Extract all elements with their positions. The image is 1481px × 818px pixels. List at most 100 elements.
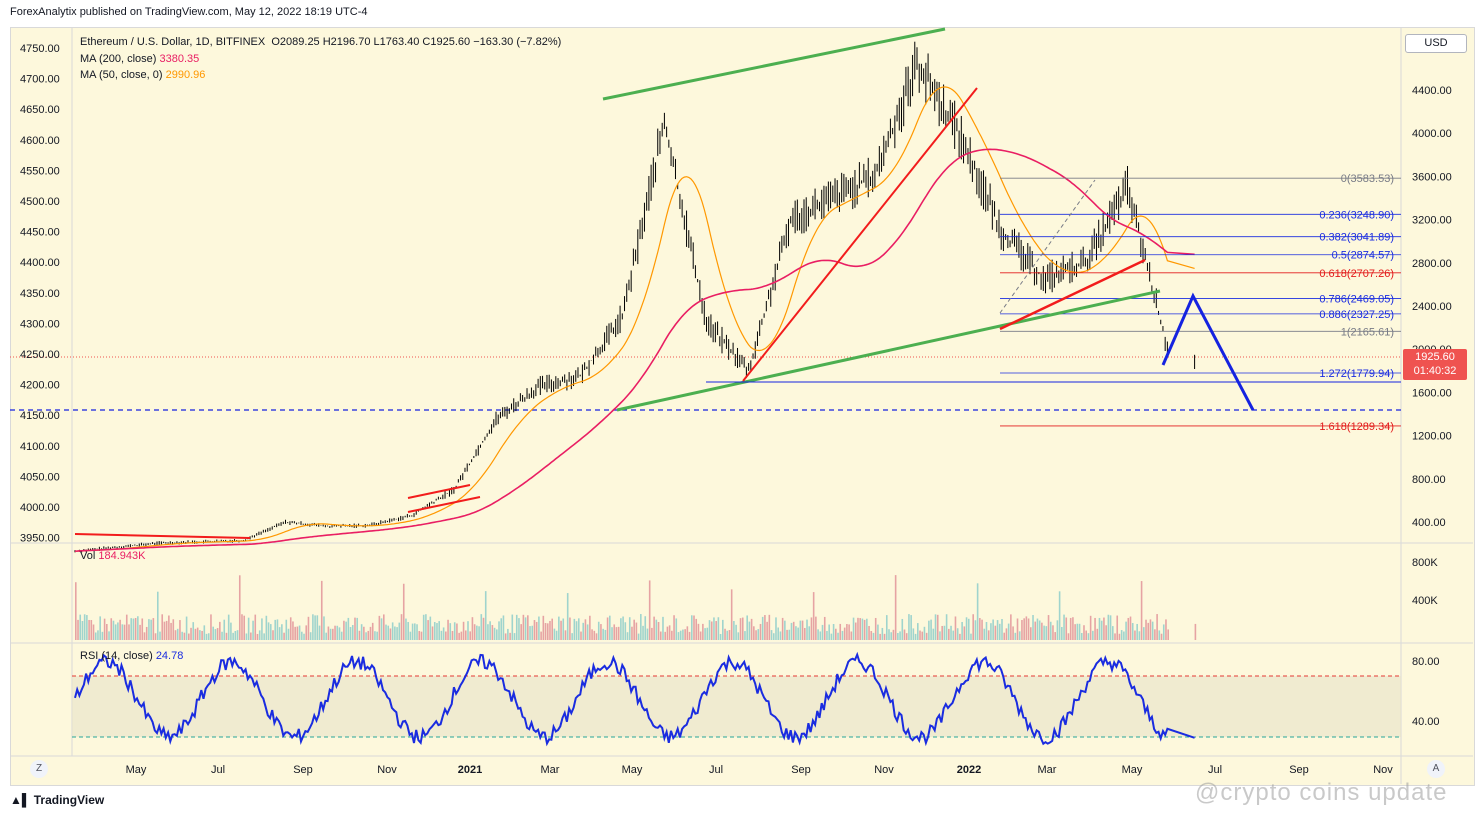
volume-bar [90, 620, 93, 640]
volume-bar [569, 617, 571, 640]
volume-bar [1010, 614, 1012, 640]
auto-scale-button[interactable]: A [1427, 760, 1445, 778]
volume-bar [223, 619, 226, 640]
volume-bar [258, 630, 261, 640]
volume-bar [715, 621, 717, 640]
volume-bar [301, 631, 303, 640]
volume-bar [358, 630, 361, 640]
fib-level-label: 0.5(2874.57) [1332, 250, 1394, 262]
right-axis-tick: 400.00 [1412, 517, 1446, 529]
volume-bar [216, 628, 219, 640]
volume-bar [998, 623, 1001, 640]
volume-bar [110, 618, 113, 640]
fib-diagonal [999, 179, 1096, 314]
volume-bar [296, 626, 299, 640]
volume-bar [1123, 631, 1125, 640]
volume-bar [675, 618, 678, 640]
volume-bar [267, 622, 270, 640]
volume-bar [861, 618, 864, 640]
volume-bar [757, 629, 760, 640]
volume-bar [890, 632, 893, 640]
volume-bar [972, 614, 974, 640]
volume-bar [1030, 627, 1032, 640]
volume-bar [1092, 630, 1094, 640]
volume-bar [1138, 631, 1141, 640]
volume-bar [192, 622, 195, 640]
volume-bar [179, 620, 181, 640]
volume-bar [289, 617, 292, 640]
volume-bar [1072, 617, 1074, 640]
volume-bar [679, 630, 682, 640]
volume-bar [188, 633, 190, 640]
volume-bar [1074, 624, 1076, 640]
volume-bar [97, 630, 99, 640]
volume-bar [646, 628, 649, 640]
volume-bar [631, 626, 633, 640]
volume-bar [779, 631, 782, 640]
volume-bar [161, 614, 164, 640]
volume-bar [985, 621, 988, 640]
volume-bar [385, 624, 387, 640]
volume-bar [272, 630, 274, 640]
volume-bar [520, 624, 522, 640]
volume-bar [1047, 615, 1050, 640]
zoom-button[interactable]: Z [30, 760, 48, 778]
volume-bar [152, 618, 155, 640]
volume-bar [1147, 622, 1150, 640]
volume-bar [854, 622, 857, 640]
volume-bar [456, 623, 458, 640]
volume-bar [591, 629, 593, 640]
volume-bar [487, 624, 489, 640]
volume-bar [327, 626, 330, 640]
volume-bar [901, 618, 904, 640]
volume-bar [992, 619, 994, 640]
volume-bar [1156, 614, 1158, 640]
volume-bar [835, 628, 837, 640]
volume-bar [196, 627, 199, 640]
volume-bar [934, 614, 937, 640]
volume-bar [400, 614, 403, 640]
volume-bar [380, 618, 383, 640]
volume-bar [201, 630, 203, 640]
volume-bar [1131, 623, 1134, 640]
volume-bar [210, 614, 212, 640]
volume-bar [609, 615, 611, 640]
volume-bar [739, 618, 742, 640]
volume-bar [527, 615, 529, 640]
volume-bar [706, 627, 709, 640]
volume-bar [750, 618, 753, 640]
volume-bar [411, 623, 414, 640]
volume-bar [983, 628, 986, 640]
volume-bar [644, 616, 647, 640]
volume-bar [566, 593, 569, 640]
volume-bar [981, 619, 983, 640]
volume-bar [659, 631, 662, 640]
fib-level-label: 0.382(3041.89) [1319, 232, 1394, 244]
volume-bar [101, 631, 104, 640]
volume-bar [117, 622, 119, 640]
volume-bar [473, 624, 476, 640]
volume-bar [336, 625, 339, 640]
volume-bar [427, 620, 429, 640]
volume-bar [682, 629, 684, 640]
volume-bar [586, 624, 589, 640]
volume-bar [954, 616, 957, 640]
volume-bar [624, 622, 627, 640]
volume-bar [1145, 619, 1147, 640]
volume-bar [883, 633, 886, 640]
volume-bar [77, 619, 79, 640]
red-flag-bottom [407, 496, 481, 513]
volume-bar [974, 620, 977, 640]
volume-bar [369, 626, 372, 640]
volume-bar [1116, 615, 1119, 640]
volume-bar [735, 624, 737, 640]
volume-bar [250, 632, 252, 640]
volume-bar [549, 620, 551, 640]
volume-bar [314, 615, 316, 640]
x-axis-tick: 2022 [957, 764, 981, 776]
currency-button[interactable]: USD [1405, 34, 1467, 53]
volume-bar [453, 622, 456, 640]
volume-bar [294, 626, 296, 640]
volume-bar [462, 621, 465, 640]
